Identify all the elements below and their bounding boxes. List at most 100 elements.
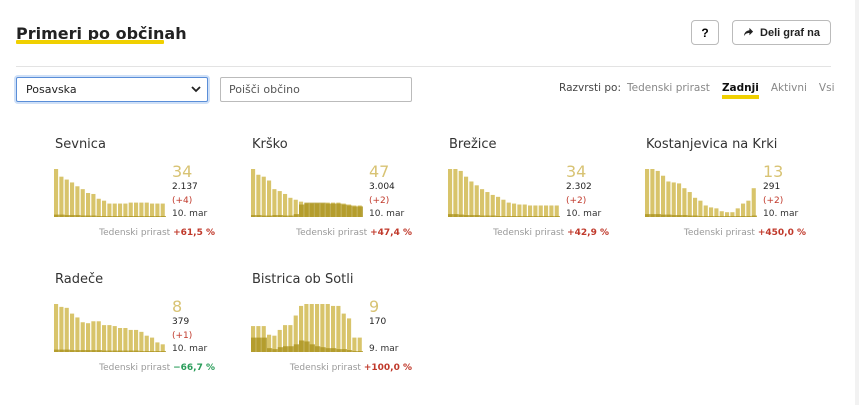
title-underline bbox=[16, 40, 164, 44]
sparkline-active-bar bbox=[160, 351, 166, 352]
weekly-growth-value: −66,7 % bbox=[173, 363, 215, 373]
sparkline-bar bbox=[160, 344, 165, 352]
sparkline-active-bar bbox=[91, 215, 97, 217]
sparkline-bar bbox=[469, 181, 474, 217]
municipality-card[interactable]: Brežice 34 2.302 (+2) 10. mar Tedenski priras… bbox=[448, 137, 629, 247]
sparkline-active-bar bbox=[293, 344, 300, 352]
sparkline-bar bbox=[517, 204, 522, 217]
sparkline-bar bbox=[102, 325, 107, 352]
sparkline-bar bbox=[709, 207, 714, 217]
sort-option-latest[interactable]: Zadnji bbox=[721, 82, 759, 99]
municipality-card[interactable]: Sevnica 34 2.137 (+4) 10. mar Tedenski priras… bbox=[54, 137, 235, 247]
share-button[interactable]: Deli graf na bbox=[732, 20, 831, 45]
sparkline-active-bar bbox=[554, 216, 560, 217]
municipality-card[interactable]: Radeče 8 379 (+1) 10. mar Tedenski prirast −6… bbox=[54, 272, 235, 382]
municipality-card[interactable]: Bistrica ob Sotli 9 170 9. mar Tedenski prir… bbox=[251, 272, 432, 382]
sparkline-active-bar bbox=[512, 216, 518, 217]
sparkline-bar bbox=[645, 169, 650, 217]
sparkline-bar bbox=[331, 305, 336, 352]
chevron-down-icon bbox=[191, 86, 201, 93]
sparkline-bar bbox=[464, 176, 469, 217]
sparkline-active-bar bbox=[714, 216, 720, 217]
sparkline-active-bar bbox=[70, 350, 76, 352]
sparkline-bar bbox=[496, 196, 501, 217]
sparkline-chart bbox=[251, 304, 363, 352]
sparkline-active-bar bbox=[315, 346, 321, 352]
latest-date: 10. mar bbox=[369, 209, 405, 219]
sparkline-active-bar bbox=[288, 215, 294, 217]
total-cases: 170 bbox=[369, 317, 387, 327]
sparkline-active-bar bbox=[91, 350, 97, 352]
sparkline-bar bbox=[528, 205, 533, 217]
sparkline-bar bbox=[453, 169, 458, 217]
region-select[interactable]: Posavska bbox=[16, 77, 208, 102]
sparkline-bar bbox=[544, 205, 549, 217]
sparkline-active-bar bbox=[123, 216, 129, 217]
share-button-label: Deli graf na bbox=[760, 26, 820, 39]
sparkline-active-bar bbox=[75, 215, 81, 217]
active-cases: 34 bbox=[566, 162, 587, 181]
sparkline-bar bbox=[538, 205, 543, 217]
sparkline-bar bbox=[86, 323, 91, 352]
sparkline-bar bbox=[666, 181, 671, 217]
sparkline-bar bbox=[677, 183, 682, 217]
sparkline-bar bbox=[336, 305, 341, 352]
sparkline-active-bar bbox=[144, 351, 151, 352]
sort-option-weekly-growth[interactable]: Tedenski prirast bbox=[627, 82, 710, 94]
weekly-growth-value: +61,5 % bbox=[173, 228, 215, 238]
sparkline-bar bbox=[698, 200, 703, 217]
sparkline-active-bar bbox=[347, 205, 353, 217]
sparkline-active-bar bbox=[666, 214, 672, 217]
sparkline-bar bbox=[261, 176, 266, 217]
sparkline-bar bbox=[320, 304, 325, 352]
sort-option-all[interactable]: Vsi bbox=[818, 82, 835, 94]
sparkline-active-bar bbox=[261, 337, 268, 352]
sparkline-active-bar bbox=[725, 216, 731, 217]
sparkline-active-bar bbox=[325, 348, 332, 352]
sort-label: Razvrsti po: bbox=[559, 82, 622, 94]
sort-option-active[interactable]: Aktivni bbox=[770, 82, 807, 94]
sparkline-active-bar bbox=[341, 349, 348, 352]
sparkline-active-bar bbox=[160, 216, 166, 217]
municipality-card[interactable]: Kostanjevica na Krki 13 291 (+2) 10. mar Tede… bbox=[645, 137, 826, 247]
sparkline-bar bbox=[123, 203, 128, 217]
sparkline-active-bar bbox=[485, 215, 491, 217]
sparkline-active-bar bbox=[277, 347, 284, 352]
sparkline-bar bbox=[735, 208, 740, 217]
sparkline-bar bbox=[283, 193, 288, 217]
scrollbar[interactable] bbox=[855, 0, 859, 405]
active-cases: 9 bbox=[369, 297, 380, 316]
sparkline-active-bar bbox=[544, 216, 550, 217]
sparkline-bar bbox=[650, 169, 655, 217]
sparkline-active-bar bbox=[320, 347, 326, 352]
sparkline-bar bbox=[299, 305, 304, 352]
weekly-growth-label: Tedenski prirast bbox=[99, 363, 171, 373]
sparkline-bar bbox=[501, 199, 506, 217]
latest-date: 9. mar bbox=[369, 344, 399, 354]
help-button[interactable]: ? bbox=[691, 20, 719, 45]
sparkline-bar bbox=[160, 203, 165, 217]
sparkline-bar bbox=[96, 321, 101, 352]
sparkline-active-bar bbox=[112, 216, 119, 217]
weekly-growth-label: Tedenski prirast bbox=[289, 363, 361, 373]
municipality-name: Radeče bbox=[55, 272, 104, 287]
sparkline-active-bar bbox=[299, 204, 305, 217]
sparkline-active-bar bbox=[59, 214, 65, 217]
sparkline-bar bbox=[107, 203, 112, 217]
weekly-growth-value: +100,0 % bbox=[363, 363, 412, 373]
sparkline-bar bbox=[139, 202, 144, 217]
sparkline-active-bar bbox=[357, 206, 363, 217]
sparkline-active-bar bbox=[150, 216, 156, 217]
sparkline-chart bbox=[645, 169, 757, 217]
municipality-name: Kostanjevica na Krki bbox=[646, 137, 778, 152]
sparkline-active-bar bbox=[64, 349, 71, 352]
weekly-growth-label: Tedenski prirast bbox=[296, 228, 368, 238]
municipality-card[interactable]: Krško 47 3.004 (+2) 10. mar Tedenski prirast … bbox=[251, 137, 432, 247]
sparkline-active-bar bbox=[304, 202, 310, 217]
municipality-search-input[interactable] bbox=[220, 77, 412, 102]
daily-delta: (+1) bbox=[172, 331, 193, 341]
sparkline-bar bbox=[128, 329, 133, 352]
latest-date: 10. mar bbox=[763, 209, 799, 219]
sparkline-bar bbox=[134, 202, 139, 217]
sparkline-bar bbox=[256, 174, 261, 217]
